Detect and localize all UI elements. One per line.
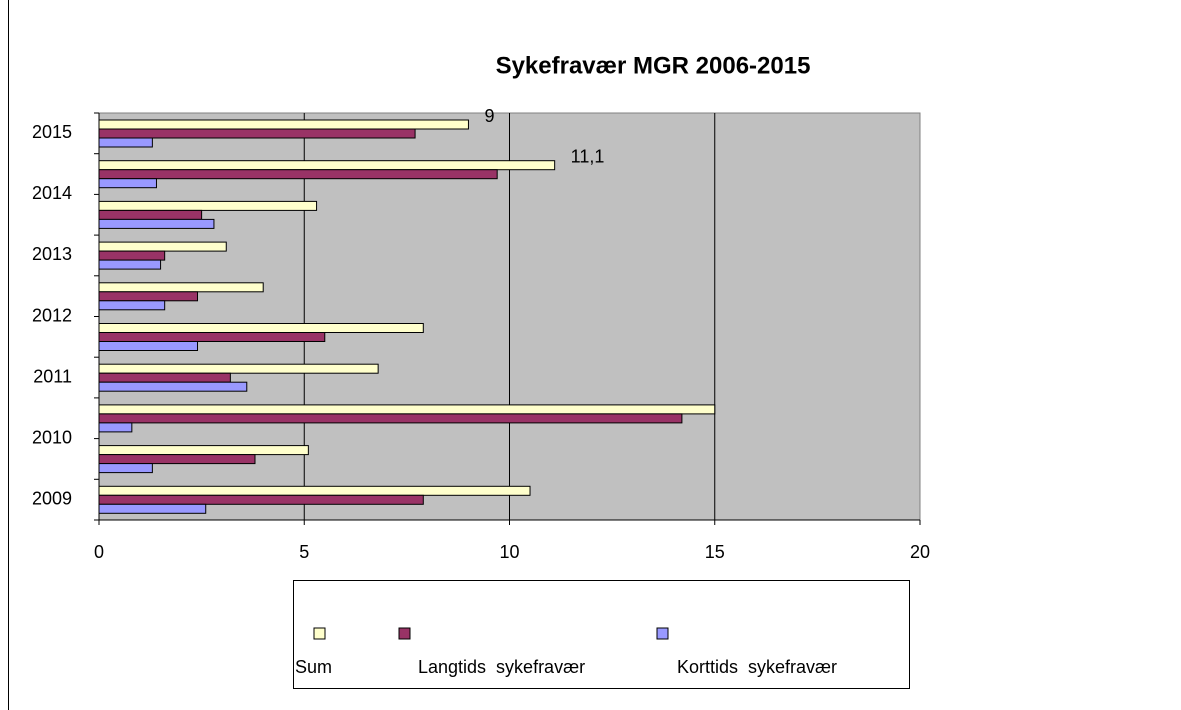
bar: [98, 363, 379, 374]
bar: [98, 422, 133, 433]
bar: [98, 209, 203, 220]
y-tick-label: 2011: [33, 366, 72, 386]
bar: [98, 282, 264, 293]
bar: [98, 137, 153, 148]
bar: [98, 341, 199, 351]
y-tick-label: 2014: [32, 183, 72, 203]
bar: [98, 169, 498, 180]
legend-label: Sum: [295, 657, 332, 677]
data-label: 9: [484, 106, 494, 126]
data-label: 11,1: [571, 146, 605, 166]
bar: [98, 454, 256, 465]
legend-marker: [656, 627, 669, 640]
y-tick-label: 2013: [32, 244, 72, 264]
x-tick-label: 10: [499, 542, 519, 562]
bar: [98, 218, 215, 229]
bar: [98, 404, 716, 415]
legend-marker: [398, 627, 411, 640]
y-tick-label: 2015: [32, 122, 72, 142]
bar: [98, 381, 248, 392]
bar: [98, 463, 153, 474]
legend-label: Korttids sykefravær: [677, 657, 837, 677]
y-tick-label: 2012: [32, 305, 72, 325]
legend-box: [293, 580, 910, 689]
bar: [98, 259, 162, 270]
bar: [98, 119, 469, 130]
x-tick-label: 0: [94, 542, 104, 562]
y-tick-label: 2010: [32, 427, 72, 447]
bar: [98, 178, 157, 189]
bar: [98, 445, 309, 456]
bar: [98, 300, 166, 311]
x-tick-label: 20: [910, 542, 930, 562]
bar: [98, 503, 207, 514]
bar: [98, 128, 416, 139]
bar: [98, 250, 166, 261]
bar: [98, 485, 531, 496]
bar: [98, 323, 424, 333]
bar: [98, 241, 227, 252]
bar: [98, 372, 231, 383]
bar: [98, 494, 424, 505]
bar: [98, 332, 326, 342]
bar: [98, 160, 556, 171]
x-tick-label: 15: [705, 542, 725, 562]
bar: [98, 200, 318, 211]
bar: [98, 413, 683, 424]
x-tick-label: 5: [299, 542, 309, 562]
legend-label: Langtids sykefravær: [418, 657, 585, 677]
y-tick-label: 2009: [32, 488, 72, 508]
bar: [98, 291, 199, 302]
legend-marker: [313, 627, 326, 640]
chart-title: Sykefravær MGR 2006-2015: [496, 52, 811, 79]
